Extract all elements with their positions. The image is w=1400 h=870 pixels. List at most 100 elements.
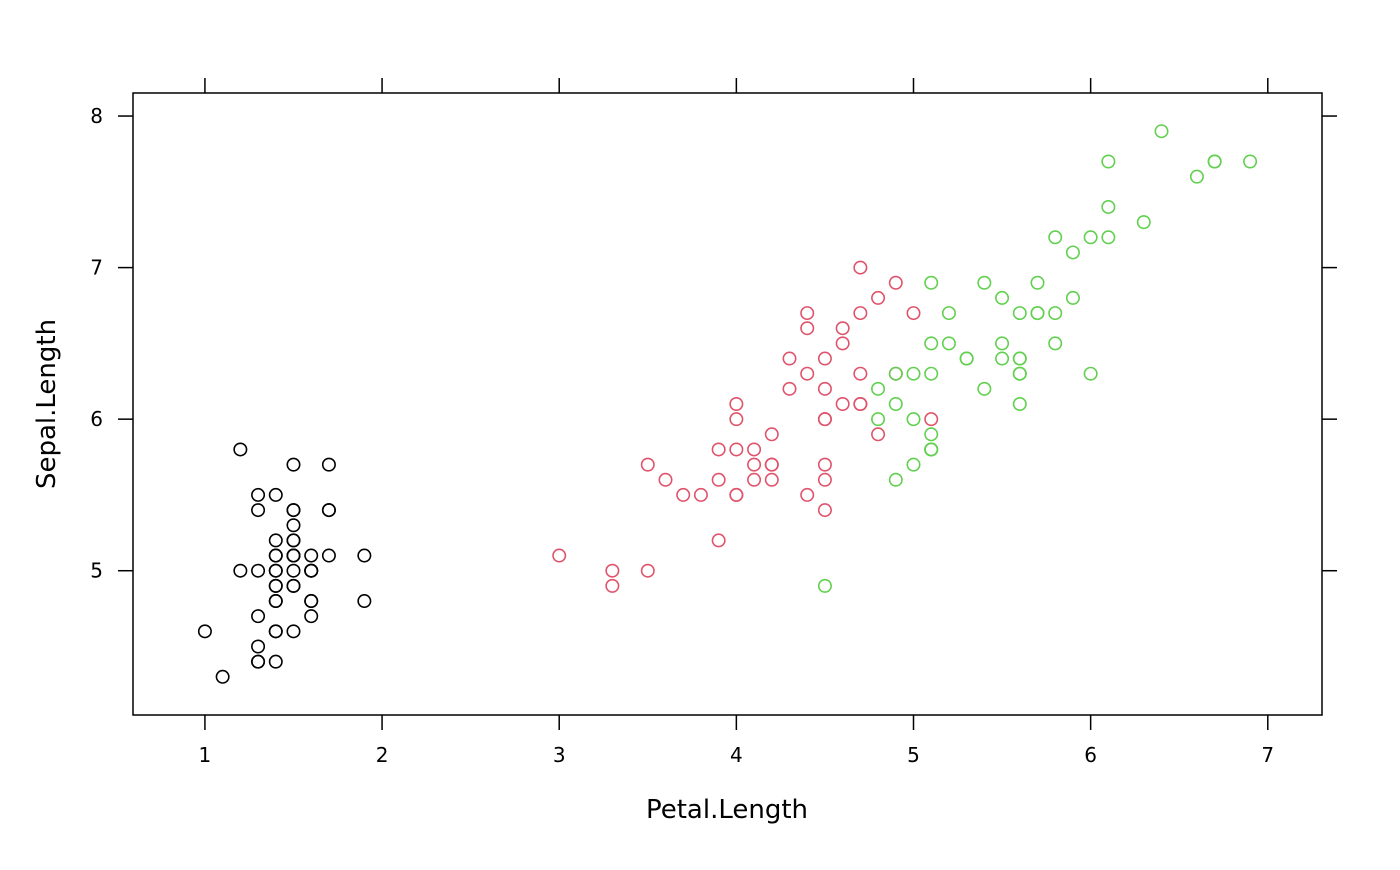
data-point-series-2: [729, 396, 744, 411]
data-point-series-2: [640, 563, 655, 578]
data-point-series-3: [924, 366, 939, 381]
data-point-series-1: [304, 609, 319, 624]
data-point-series-1: [304, 563, 319, 578]
data-point-series-1: [304, 548, 319, 563]
data-point-series-3: [924, 427, 939, 442]
data-point-series-3: [1048, 336, 1063, 351]
y-tick-label: 7: [90, 256, 103, 280]
data-point-series-3: [924, 336, 939, 351]
data-point-series-3: [1083, 366, 1098, 381]
data-point-series-1: [357, 594, 372, 609]
data-point-series-1: [286, 624, 301, 639]
x-tick-label: 2: [376, 743, 389, 767]
data-point-series-1: [321, 457, 336, 472]
data-point-series-3: [924, 442, 939, 457]
data-point-series-1: [268, 563, 283, 578]
data-point-series-3: [959, 351, 974, 366]
data-point-series-1: [268, 578, 283, 593]
data-point-series-3: [906, 366, 921, 381]
data-point-series-3: [1048, 306, 1063, 321]
data-point-series-1: [286, 457, 301, 472]
data-point-series-2: [800, 366, 815, 381]
data-point-series-1: [268, 487, 283, 502]
data-point-series-1: [268, 594, 283, 609]
x-tick-label: 5: [907, 743, 920, 767]
data-point-series-2: [747, 442, 762, 457]
data-point-series-1: [286, 563, 301, 578]
data-point-series-2: [605, 578, 620, 593]
y-tick-label: 8: [90, 104, 103, 128]
data-point-series-3: [1101, 154, 1116, 169]
data-point-series-2: [711, 472, 726, 487]
data-point-series-1: [286, 503, 301, 518]
data-point-series-3: [977, 275, 992, 290]
data-point-series-3: [995, 336, 1010, 351]
data-point-series-2: [676, 487, 691, 502]
x-tick-label: 7: [1261, 743, 1274, 767]
data-point-series-1: [251, 563, 266, 578]
data-point-series-3: [941, 306, 956, 321]
x-tick-label: 1: [199, 743, 212, 767]
data-point-series-3: [1012, 306, 1027, 321]
data-points: [197, 124, 1258, 684]
x-tick-label: 3: [553, 743, 566, 767]
data-point-series-3: [924, 275, 939, 290]
data-point-series-2: [729, 487, 744, 502]
data-point-series-3: [888, 396, 903, 411]
data-point-series-2: [782, 351, 797, 366]
data-point-series-3: [1012, 366, 1027, 381]
data-point-series-2: [747, 457, 762, 472]
data-point-series-3: [1065, 245, 1080, 260]
data-point-series-3: [1154, 124, 1169, 139]
data-point-series-2: [835, 336, 850, 351]
data-point-series-2: [817, 503, 832, 518]
data-point-series-2: [764, 457, 779, 472]
data-point-series-2: [552, 548, 567, 563]
data-point-series-3: [1136, 215, 1151, 230]
data-point-series-3: [1101, 199, 1116, 214]
data-point-series-2: [800, 321, 815, 336]
data-point-series-3: [1012, 351, 1027, 366]
data-point-series-1: [268, 548, 283, 563]
data-point-series-2: [835, 321, 850, 336]
data-point-series-2: [640, 457, 655, 472]
data-point-series-2: [817, 472, 832, 487]
data-point-series-2: [782, 381, 797, 396]
data-point-series-2: [817, 381, 832, 396]
data-point-series-3: [1048, 230, 1063, 245]
data-point-series-1: [251, 654, 266, 669]
data-point-series-2: [800, 487, 815, 502]
data-point-series-3: [1189, 169, 1204, 184]
data-point-series-2: [764, 472, 779, 487]
data-point-series-2: [853, 366, 868, 381]
data-point-series-2: [817, 457, 832, 472]
data-point-series-3: [1065, 290, 1080, 305]
y-axis-label: Sepal.Length: [32, 319, 62, 489]
data-point-series-1: [286, 548, 301, 563]
data-point-series-2: [658, 472, 673, 487]
data-point-series-2: [693, 487, 708, 502]
data-point-series-3: [1083, 230, 1098, 245]
data-point-series-1: [251, 503, 266, 518]
data-point-series-2: [711, 442, 726, 457]
data-point-series-2: [871, 290, 886, 305]
data-point-series-2: [729, 412, 744, 427]
data-point-series-1: [286, 518, 301, 533]
data-point-series-2: [835, 396, 850, 411]
data-point-series-3: [871, 412, 886, 427]
data-point-series-1: [268, 533, 283, 548]
data-point-series-1: [321, 548, 336, 563]
data-point-series-2: [817, 351, 832, 366]
data-point-series-3: [1030, 275, 1045, 290]
x-tick-label: 6: [1084, 743, 1097, 767]
data-point-series-2: [747, 472, 762, 487]
data-point-series-3: [995, 351, 1010, 366]
data-point-series-2: [817, 412, 832, 427]
data-point-series-1: [268, 654, 283, 669]
data-point-series-2: [764, 427, 779, 442]
data-point-series-2: [800, 306, 815, 321]
data-point-series-3: [817, 578, 832, 593]
data-point-series-3: [995, 290, 1010, 305]
data-point-series-3: [871, 381, 886, 396]
